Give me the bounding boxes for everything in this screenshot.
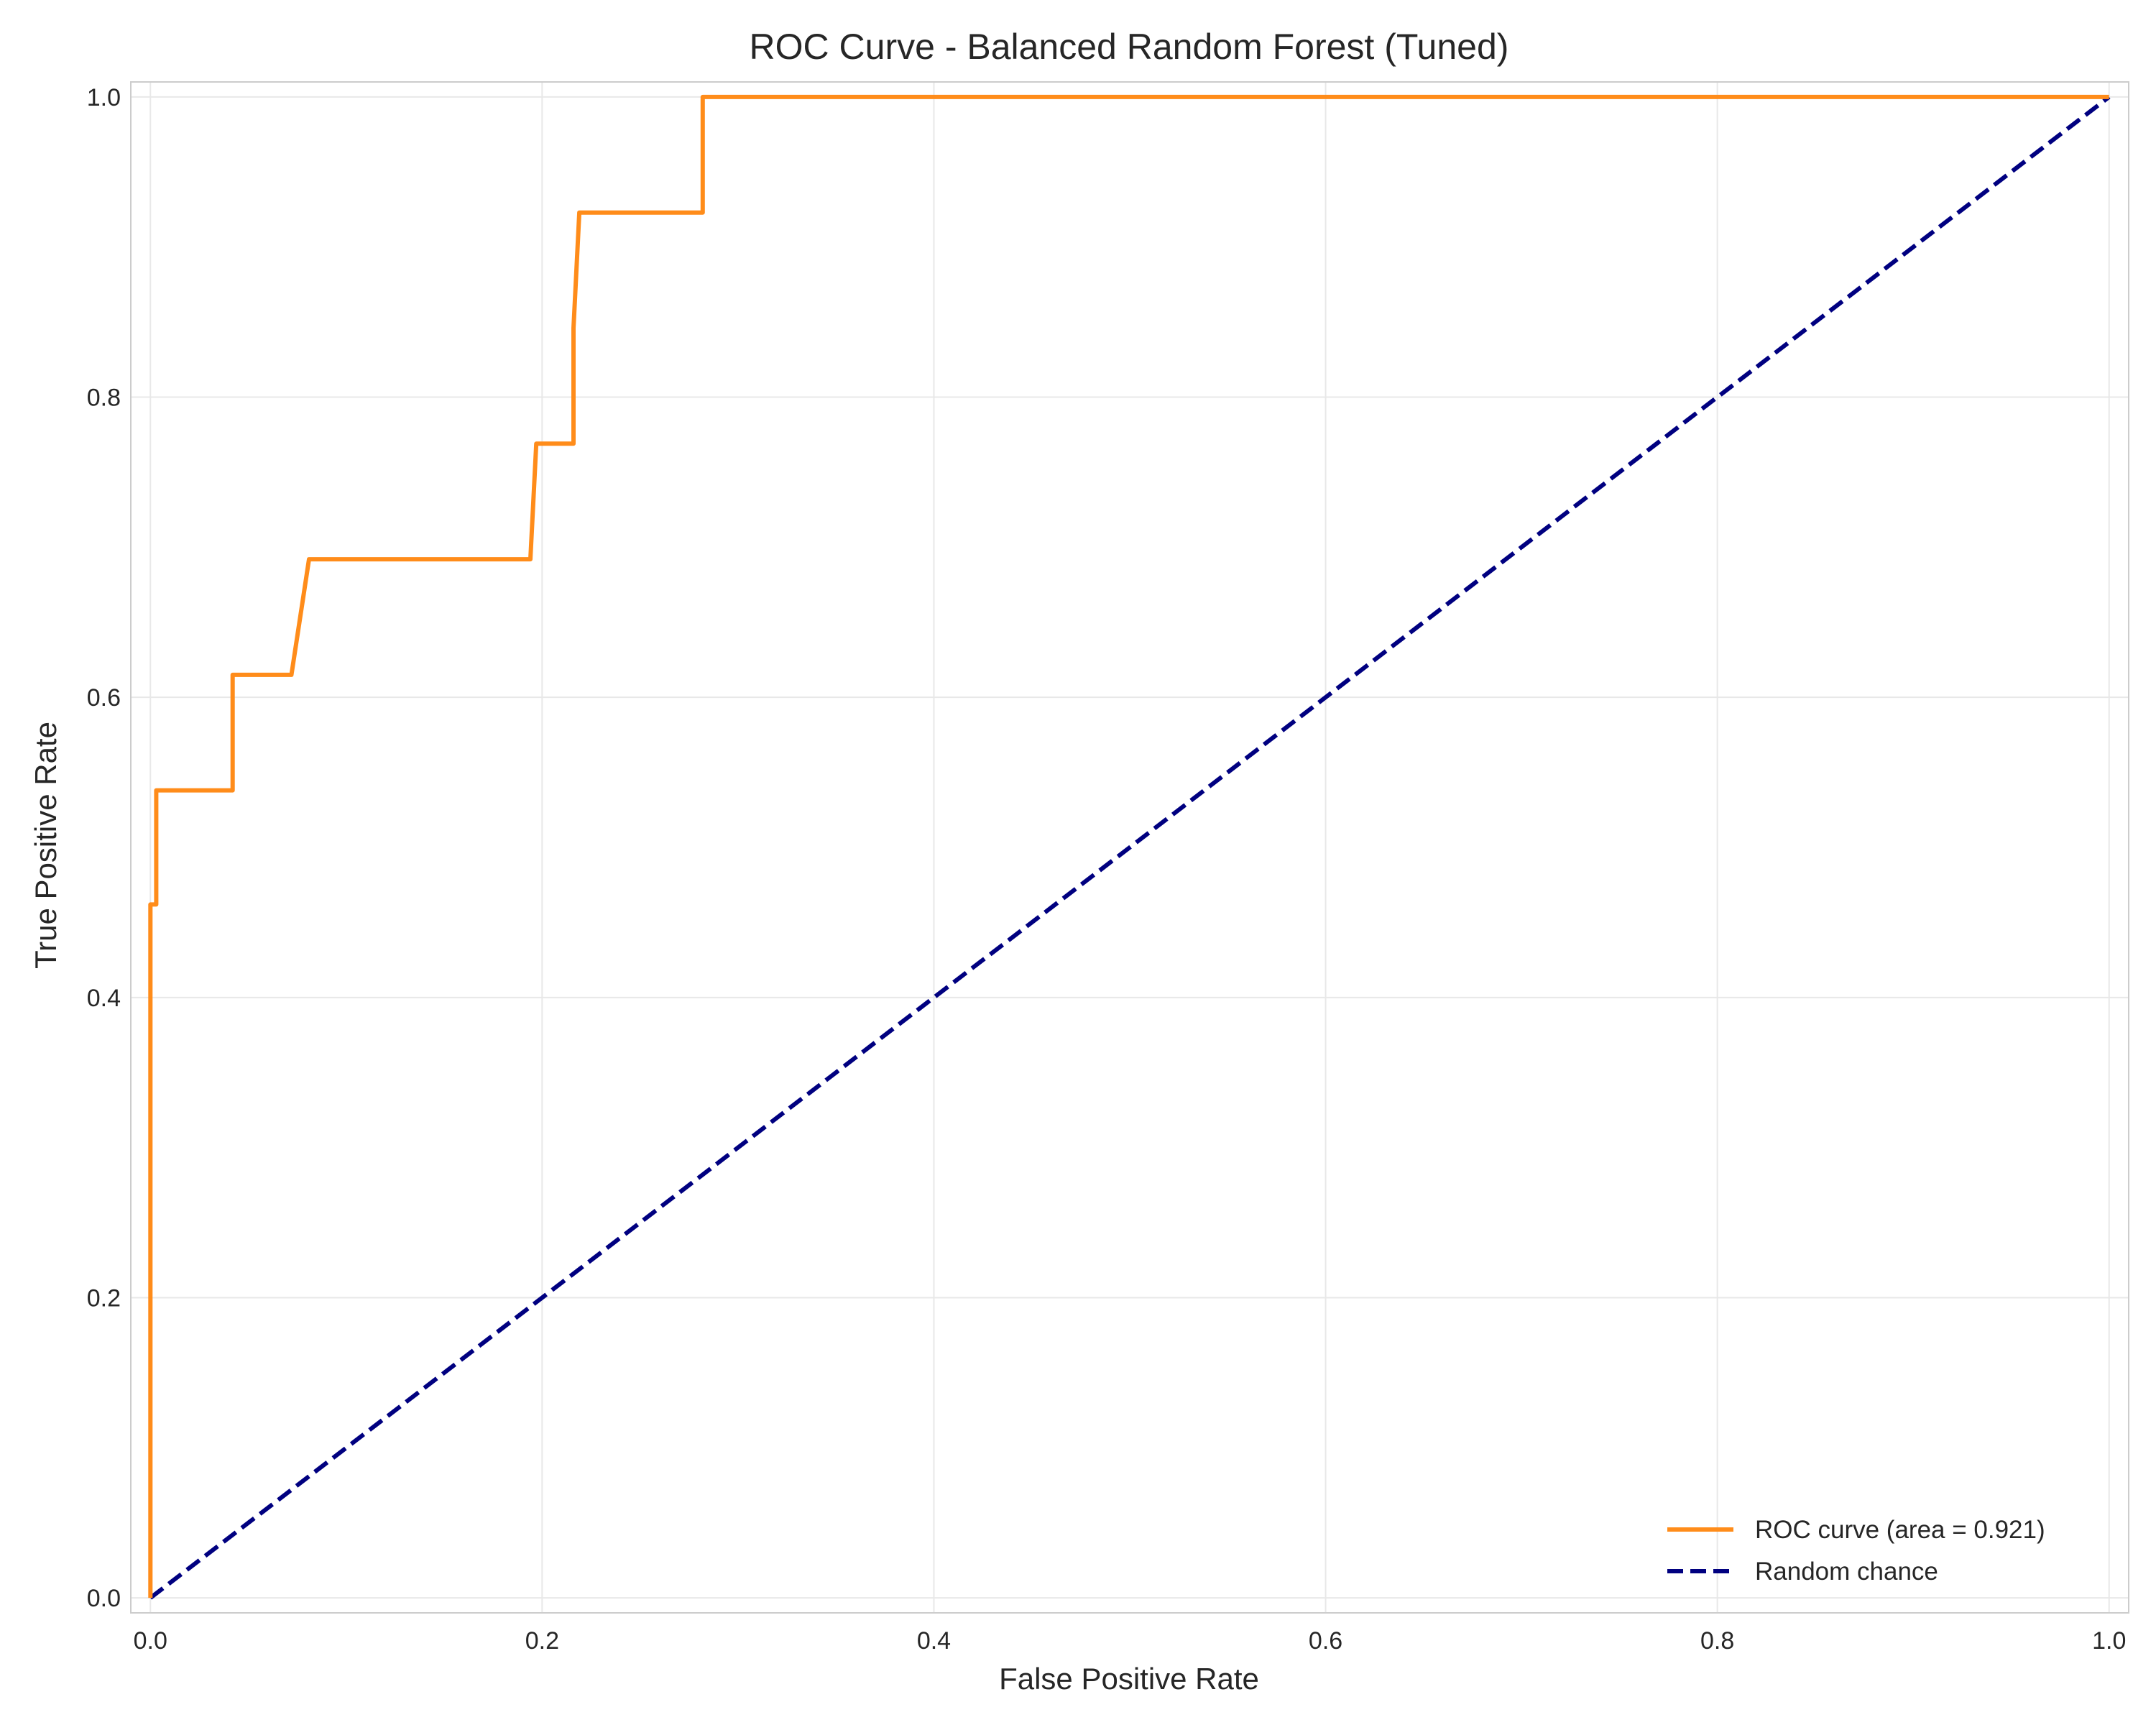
plot-series <box>148 94 2111 1600</box>
y-tick-label: 0.2 <box>87 1284 121 1312</box>
y-tick-label: 1.0 <box>87 84 121 111</box>
x-tick-label: 0.4 <box>917 1627 951 1655</box>
x-axis-label: False Positive Rate <box>999 1662 1259 1696</box>
tick-labels: 0.0 0.2 0.4 0.6 0.8 1.0 0.0 0.2 0.4 0.6 0.8 1.0 <box>87 84 2127 1655</box>
x-tick-label: 0.8 <box>1700 1627 1734 1655</box>
x-tick-label: 1.0 <box>2092 1627 2126 1655</box>
grid-lines <box>131 82 2129 1613</box>
legend-label: ROC curve (area = 0.921) <box>1755 1516 2045 1544</box>
random-chance-line <box>149 95 2111 1600</box>
chart-title: ROC Curve - Balanced Random Forest (Tune… <box>750 27 1509 67</box>
legend: ROC curve (area = 0.921) Random chance <box>1667 1516 2045 1586</box>
y-axis-label: True Positive Rate <box>29 722 63 969</box>
y-tick-label: 0.6 <box>87 684 121 712</box>
roc-curve-line <box>148 94 2109 1598</box>
y-tick-label: 0.8 <box>87 385 121 412</box>
x-tick-label: 0.2 <box>525 1627 559 1655</box>
x-tick-label: 0.0 <box>134 1627 167 1655</box>
x-tick-label: 0.6 <box>1309 1627 1342 1655</box>
y-tick-label: 0.4 <box>87 985 121 1012</box>
plot-frame <box>130 81 2129 1614</box>
legend-label: Random chance <box>1755 1558 1938 1586</box>
y-tick-label: 0.0 <box>87 1585 121 1612</box>
